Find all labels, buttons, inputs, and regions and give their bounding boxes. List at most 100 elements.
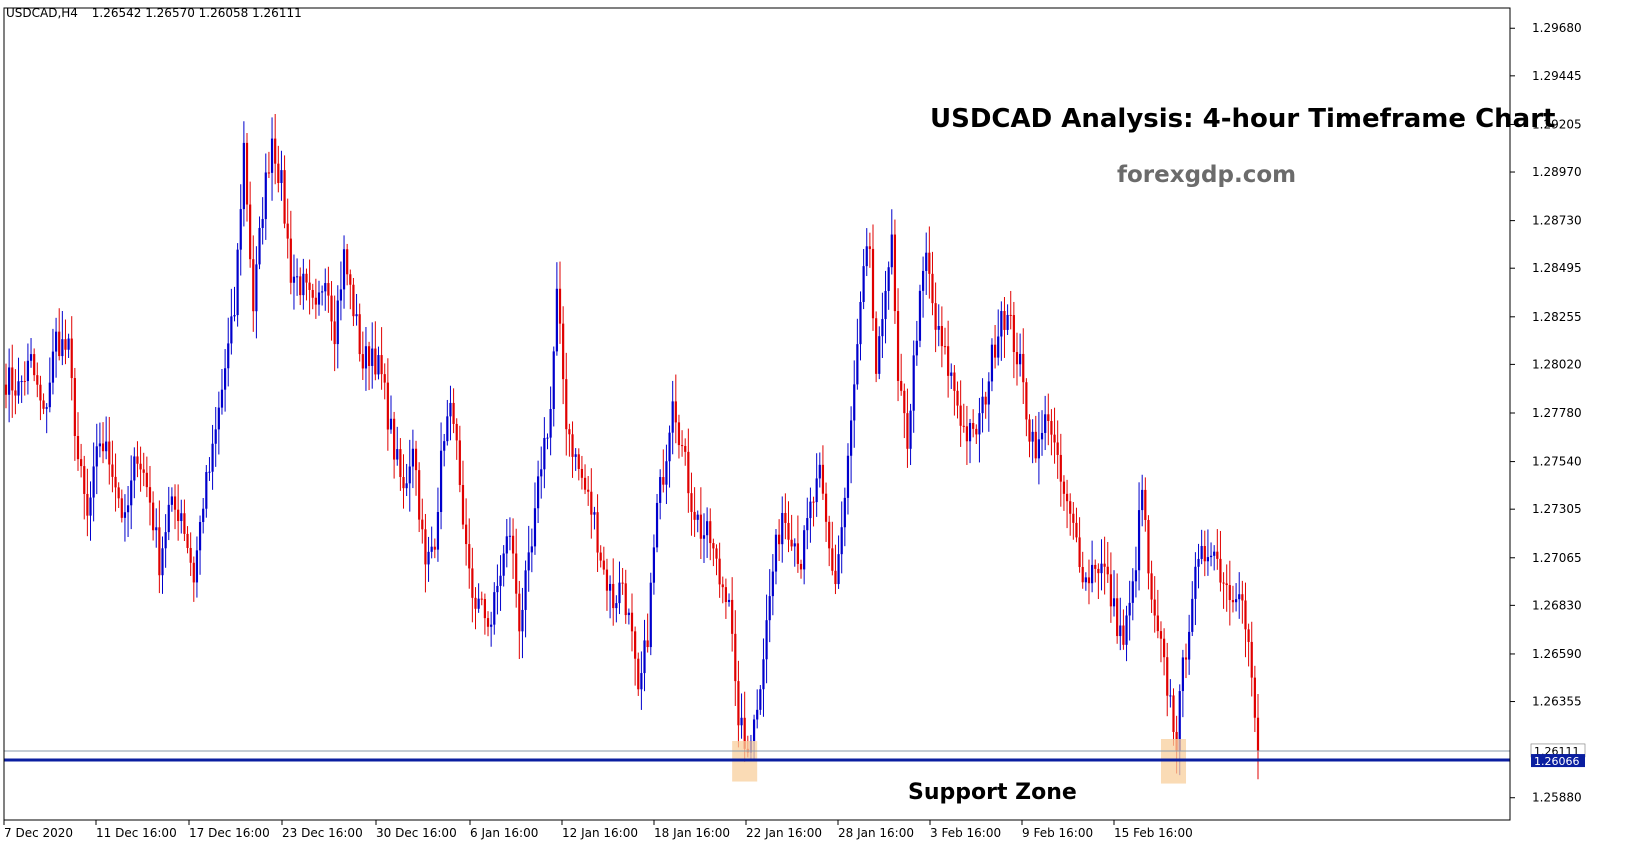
bearish-candle [374, 348, 377, 375]
x-tick-label: 28 Jan 16:00 [838, 826, 914, 840]
bearish-candle [289, 238, 292, 283]
bearish-candle [1081, 567, 1084, 583]
bearish-candle [931, 273, 934, 304]
support-zone-label: Support Zone [908, 780, 1077, 805]
bearish-candle [1156, 615, 1159, 632]
bearish-candle [621, 582, 624, 584]
bullish-candle [195, 550, 199, 583]
bullish-candle [342, 249, 346, 290]
bullish-candle [1194, 566, 1197, 599]
bearish-candle [828, 521, 831, 549]
y-tick-label: 1.28020 [1532, 357, 1582, 371]
bearish-candle [1247, 629, 1250, 642]
bearish-candle [1009, 314, 1012, 316]
bullish-candle [236, 249, 239, 316]
bearish-candle [993, 344, 997, 358]
bullish-candle [574, 454, 577, 457]
bearish-candle [483, 599, 486, 619]
bullish-candle [1044, 414, 1047, 433]
bearish-candle [117, 487, 120, 499]
bearish-candle [311, 289, 314, 298]
bullish-candle [887, 267, 890, 291]
bearish-candle [831, 548, 834, 571]
bullish-candle [555, 288, 558, 352]
bullish-candle [771, 571, 774, 597]
bullish-candle [837, 554, 840, 585]
bullish-candle [364, 346, 368, 369]
bullish-candle [242, 142, 245, 210]
bearish-candle [33, 354, 36, 376]
bullish-candle [865, 246, 868, 267]
bearish-candle [1166, 657, 1169, 696]
bearish-candle [715, 548, 718, 559]
bearish-candle [158, 527, 161, 576]
bullish-candle [1206, 557, 1210, 562]
bearish-candle [718, 558, 721, 585]
bearish-candle [612, 583, 615, 609]
bullish-candle [921, 270, 925, 291]
bearish-candle [1097, 568, 1100, 574]
bullish-candle [490, 624, 493, 627]
bullish-candle [912, 355, 915, 411]
bullish-candle [615, 603, 618, 609]
bullish-candle [355, 314, 358, 317]
bullish-candle [859, 301, 862, 345]
bearish-candle [787, 522, 790, 540]
bearish-candle [637, 658, 640, 690]
bearish-candle [624, 583, 627, 616]
bullish-candle [1000, 311, 1003, 337]
bearish-candle [1116, 598, 1119, 637]
bearish-candle [349, 274, 352, 285]
bullish-candle [1091, 564, 1094, 584]
bullish-candle [552, 351, 555, 410]
bearish-candle [101, 443, 105, 452]
bearish-candle [299, 276, 302, 296]
bearish-candle [399, 449, 402, 478]
bearish-candle [699, 514, 702, 539]
bearish-candle [790, 539, 793, 547]
bearish-candle [734, 633, 737, 682]
bullish-candle [208, 471, 211, 473]
bullish-candle [336, 300, 339, 345]
bearish-candle [1056, 442, 1059, 455]
bearish-candle [953, 372, 956, 391]
bearish-candle [465, 524, 468, 545]
bullish-candle [17, 381, 20, 396]
bullish-candle [443, 441, 446, 451]
bearish-candle [1184, 657, 1188, 660]
bearish-candle [562, 323, 565, 380]
x-tick-label: 3 Feb 16:00 [930, 826, 1001, 840]
bearish-candle [36, 375, 39, 385]
bullish-candle [211, 443, 214, 472]
bearish-candle [1028, 419, 1031, 442]
bearish-candle [486, 618, 490, 627]
bullish-candle [1181, 657, 1184, 692]
bullish-candle [968, 423, 972, 442]
y-tick-label: 1.29205 [1532, 117, 1582, 131]
bearish-candle [511, 535, 515, 554]
bearish-candle [80, 459, 83, 467]
bullish-candle [439, 450, 443, 513]
bearish-candle [433, 546, 436, 550]
bearish-candle [1172, 695, 1175, 732]
bearish-candle [565, 379, 568, 430]
bearish-candle [731, 599, 734, 634]
bullish-candle [270, 138, 274, 173]
bullish-candle [762, 659, 765, 690]
bullish-candle [1084, 577, 1087, 583]
bearish-candle [1153, 599, 1156, 616]
bearish-candle [824, 493, 828, 522]
bearish-candle [1122, 625, 1125, 645]
bullish-candle [853, 384, 856, 421]
bullish-candle [371, 348, 374, 366]
bullish-candle [668, 432, 671, 462]
bearish-candle [674, 401, 677, 423]
bearish-candle [1053, 434, 1056, 443]
bearish-candle [868, 246, 871, 249]
bearish-candle [120, 498, 123, 518]
bullish-candle [981, 396, 984, 414]
bearish-candle [245, 142, 249, 205]
bearish-candle [906, 413, 909, 449]
y-tick-label: 1.27540 [1532, 455, 1582, 469]
